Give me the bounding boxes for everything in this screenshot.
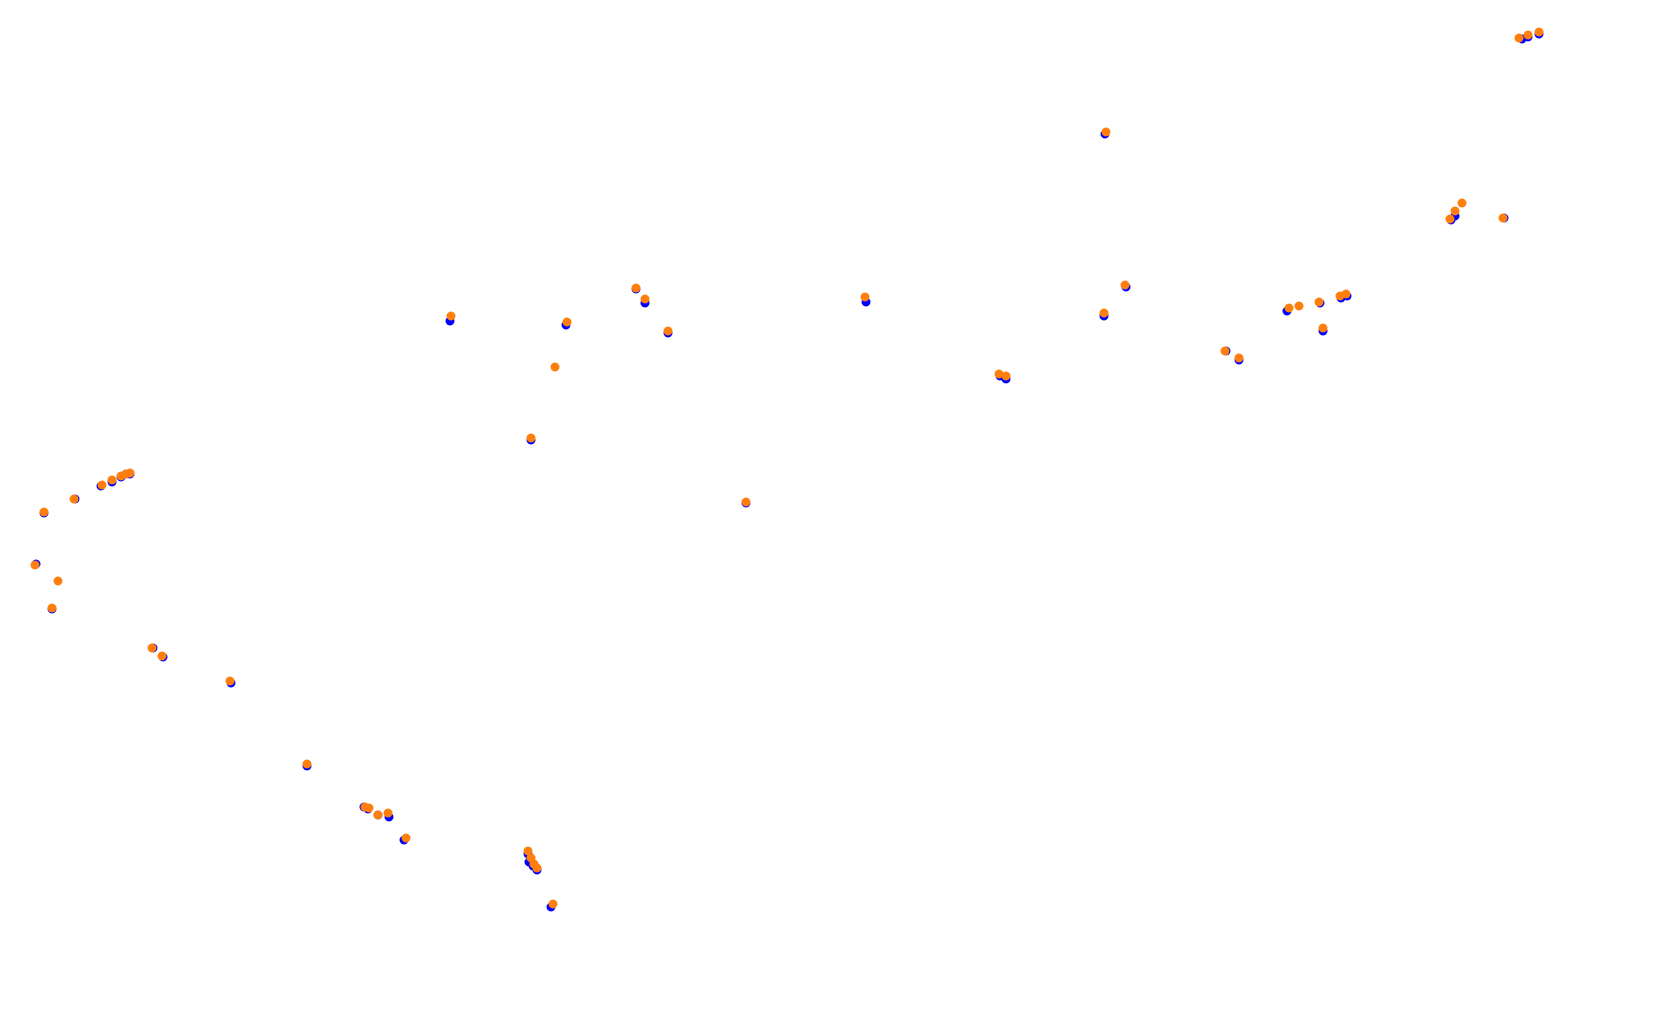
data-point [1450,206,1460,216]
data-point [532,863,542,873]
data-point [1341,289,1351,299]
data-point [1498,213,1508,223]
series-layer [30,27,1544,912]
data-point [631,283,641,293]
data-point [302,759,312,769]
data-point [1294,301,1304,311]
data-point [860,292,870,302]
data-point [401,833,411,843]
data-point [97,480,107,490]
data-point [1101,127,1111,137]
data-point [125,468,135,478]
data-point [526,433,536,443]
data-point [69,494,79,504]
data-point [741,497,751,507]
data-point [1457,198,1467,208]
data-point [1001,371,1011,381]
series-1 [30,27,1544,909]
data-point [157,651,167,661]
data-point [550,362,560,372]
data-point [53,576,63,586]
data-point [1099,308,1109,318]
data-point [1284,303,1294,313]
data-point [30,560,40,570]
data-point [1314,297,1324,307]
data-point [562,317,572,327]
data-point [39,507,49,517]
data-point [147,643,157,653]
data-point [1234,353,1244,363]
data-point [1318,323,1328,333]
data-point [1220,346,1230,356]
data-point [1534,27,1544,37]
data-point [446,311,456,321]
data-point [373,810,383,820]
data-point [47,603,57,613]
data-point [1523,30,1533,40]
data-point [1120,280,1130,290]
data-point [994,369,1004,379]
data-point [523,846,533,856]
data-point [663,326,673,336]
data-point [640,294,650,304]
data-point [1445,214,1455,224]
data-point [1514,33,1524,43]
data-point [548,899,558,909]
data-point [225,676,235,686]
data-point [107,475,117,485]
data-point [383,808,393,818]
data-point [364,803,374,813]
series-0 [31,29,1544,912]
